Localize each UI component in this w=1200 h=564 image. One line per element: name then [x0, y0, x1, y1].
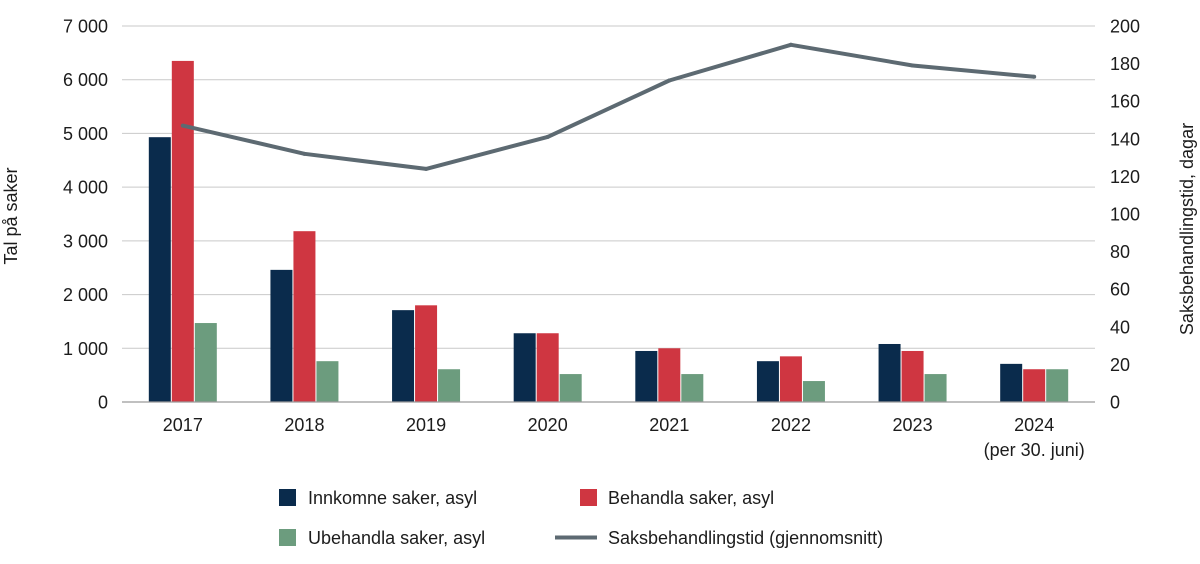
bar-innkomne-2024	[1000, 363, 1023, 402]
y-left-tick-label: 0	[98, 393, 108, 413]
x-tick-label: 2019	[406, 415, 446, 435]
y-right-tick-label: 20	[1110, 355, 1130, 375]
line-point-saksbehandlingstid-2017	[180, 123, 185, 128]
y-right-tick-label: 60	[1110, 280, 1130, 300]
y-left-tick-label: 1 000	[63, 339, 108, 359]
y-left-tick-label: 6 000	[63, 70, 108, 90]
x-tick-label: 2023	[893, 415, 933, 435]
bar-behandla-2017	[171, 60, 194, 403]
legend-item-saksbehandlingstid: Saksbehandlingstid (gjennomsnitt)	[555, 528, 883, 548]
bar-ubehandla-2024	[1046, 369, 1069, 402]
legend-item-ubehandla: Ubehandla saker, asyl	[279, 528, 485, 548]
y-right-tick-label: 40	[1110, 317, 1130, 337]
y-left-tick-label: 4 000	[63, 178, 108, 198]
y-right-tick-label: 0	[1110, 393, 1120, 413]
legend-item-innkomne: Innkomne saker, asyl	[279, 488, 477, 508]
line-point-saksbehandlingstid-2019	[424, 166, 429, 171]
y-left-axis-title: Tal på saker	[1, 167, 21, 264]
bar-behandla-2021	[658, 348, 681, 402]
y-left-tick-label: 2 000	[63, 285, 108, 305]
legend-label-innkomne: Innkomne saker, asyl	[308, 488, 477, 508]
x-tick-label: 2021	[649, 415, 689, 435]
bar-behandla-2024	[1023, 369, 1046, 402]
bar-ubehandla-2018	[316, 361, 339, 402]
y-left-tick-label: 5 000	[63, 124, 108, 144]
y-right-tick-label: 100	[1110, 205, 1140, 225]
x-tick-label: 2020	[528, 415, 568, 435]
bar-ubehandla-2019	[438, 369, 461, 402]
y-right-tick-label: 200	[1110, 17, 1140, 37]
x-tick-label: 2024	[1014, 415, 1054, 435]
bar-behandla-2020	[536, 333, 559, 402]
bar-behandla-2018	[293, 231, 316, 402]
legend-swatch-ubehandla	[279, 529, 296, 546]
y-right-tick-label: 120	[1110, 167, 1140, 187]
legend-label-behandla: Behandla saker, asyl	[608, 488, 774, 508]
bar-innkomne-2022	[756, 361, 779, 402]
bar-innkomne-2018	[270, 269, 293, 402]
line-point-saksbehandlingstid-2022	[788, 42, 793, 47]
line-point-saksbehandlingstid-2021	[667, 78, 672, 83]
line-series	[180, 42, 1037, 171]
bar-ubehandla-2022	[802, 381, 825, 402]
bar-innkomne-2017	[148, 137, 171, 402]
bar-innkomne-2023	[878, 343, 901, 402]
bar-behandla-2023	[901, 350, 924, 402]
line-point-saksbehandlingstid-2024	[1032, 74, 1037, 79]
y-left-tick-label: 7 000	[63, 17, 108, 37]
bar-innkomne-2019	[392, 310, 415, 402]
x-tick-note: (per 30. juni)	[984, 440, 1085, 460]
legend-swatch-innkomne	[279, 489, 296, 506]
bar-ubehandla-2023	[924, 374, 947, 402]
line-point-saksbehandlingstid-2020	[545, 134, 550, 139]
line-saksbehandlingstid	[182, 42, 1035, 171]
x-tick-label: 2022	[771, 415, 811, 435]
x-tick-label: 2017	[163, 415, 203, 435]
legend-label-saksbehandlingstid: Saksbehandlingstid (gjennomsnitt)	[608, 528, 883, 548]
bar-behandla-2019	[415, 305, 438, 402]
y-right-tick-label: 80	[1110, 242, 1130, 262]
y-right-tick-label: 160	[1110, 92, 1140, 112]
axis-labels: 0 1 000 2 000 3 000 4 000 5 000 6 000 7 000 0 20 4…	[63, 17, 1140, 461]
bar-ubehandla-2020	[559, 374, 582, 402]
legend-swatch-behandla	[580, 489, 597, 506]
y-left-tick-label: 3 000	[63, 231, 108, 251]
y-right-tick-label: 140	[1110, 129, 1140, 149]
bar-innkomne-2020	[513, 333, 536, 402]
legend: Innkomne saker, asyl Behandla saker, asy…	[279, 488, 883, 548]
legend-label-ubehandla: Ubehandla saker, asyl	[308, 528, 485, 548]
x-tick-label: 2018	[284, 415, 324, 435]
gridlines	[122, 25, 1095, 349]
line-point-saksbehandlingstid-2018	[302, 151, 307, 156]
y-right-tick-label: 180	[1110, 54, 1140, 74]
bar-behandla-2022	[779, 356, 802, 402]
legend-item-behandla: Behandla saker, asyl	[580, 488, 774, 508]
bar-ubehandla-2021	[681, 374, 704, 402]
bar-ubehandla-2017	[194, 323, 217, 402]
bar-series	[148, 60, 1069, 403]
y-right-axis-title: Saksbehandlingstid, dagar	[1177, 123, 1197, 335]
bar-innkomne-2021	[635, 350, 658, 402]
line-point-saksbehandlingstid-2023	[910, 63, 915, 68]
